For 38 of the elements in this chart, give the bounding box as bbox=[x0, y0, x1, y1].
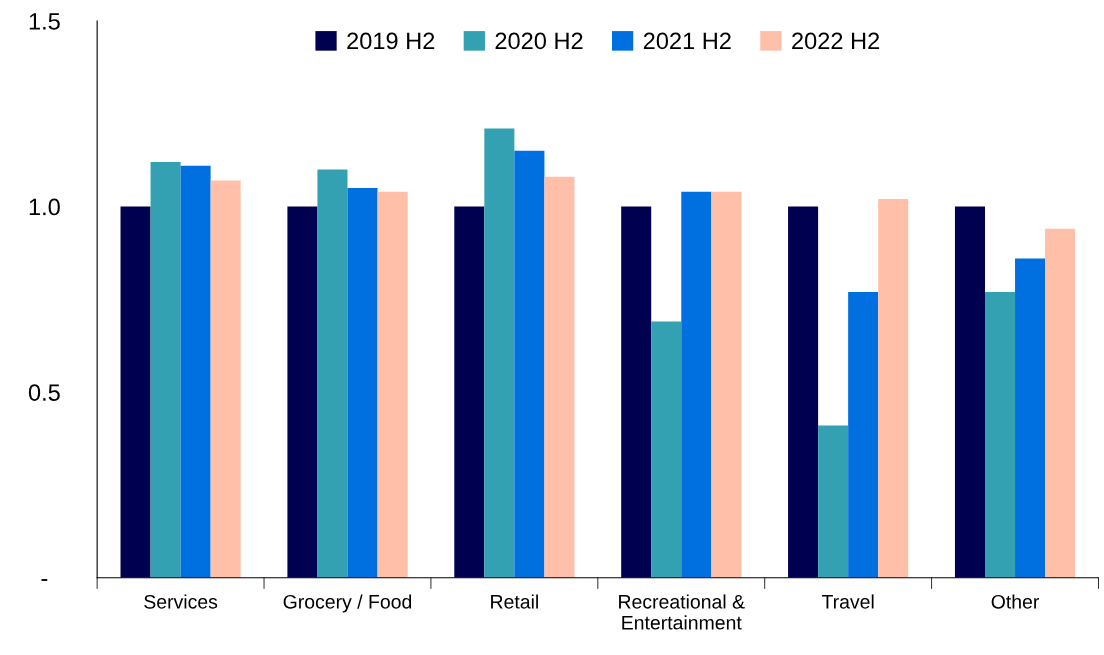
bar bbox=[1015, 258, 1046, 578]
bar bbox=[651, 321, 682, 578]
bar bbox=[514, 150, 545, 578]
y-tick-label: 0.5 bbox=[28, 384, 60, 401]
bar bbox=[317, 169, 348, 578]
x-tick-label: Travel bbox=[821, 594, 874, 609]
bar bbox=[621, 206, 652, 578]
bar bbox=[1045, 228, 1076, 578]
bar bbox=[878, 199, 909, 578]
x-tick-label: Recreational & Entertainment bbox=[619, 594, 745, 630]
x-tick-label: Other bbox=[991, 594, 1040, 609]
bar bbox=[377, 191, 408, 578]
bar bbox=[818, 425, 849, 578]
x-tick-label: Grocery / Food bbox=[283, 594, 412, 613]
legend-label: 2021 H2 bbox=[643, 32, 731, 50]
bar bbox=[544, 176, 575, 578]
bar bbox=[681, 191, 712, 578]
bar bbox=[454, 206, 485, 578]
bar bbox=[120, 206, 151, 578]
y-tick-label: 1.0 bbox=[29, 198, 60, 216]
bar bbox=[347, 187, 378, 578]
legend-label: 2020 H2 bbox=[495, 32, 583, 50]
bar bbox=[287, 206, 318, 578]
legend-label: 2022 H2 bbox=[792, 32, 880, 50]
bar bbox=[150, 162, 181, 578]
bar bbox=[711, 191, 742, 578]
x-tick-label: Retail bbox=[491, 594, 538, 609]
y-tick-label: - bbox=[41, 579, 48, 581]
y-tick-label: 1.5 bbox=[29, 13, 60, 30]
bar bbox=[210, 180, 241, 578]
bar bbox=[484, 128, 515, 578]
bar bbox=[985, 291, 1016, 578]
bar bbox=[954, 206, 985, 578]
x-tick-label: Services bbox=[144, 594, 218, 609]
legend-label: 2019 H2 bbox=[347, 32, 435, 50]
bar bbox=[180, 165, 211, 578]
bar bbox=[788, 206, 819, 578]
bar bbox=[848, 291, 879, 578]
